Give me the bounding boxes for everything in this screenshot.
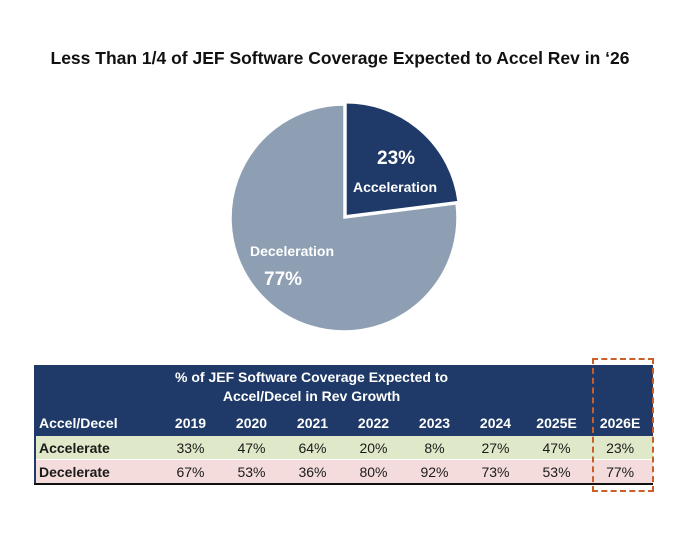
table-cell: 36% [282,459,343,485]
table-cell: 33% [160,436,221,460]
pie-slice-deceleration [230,104,458,332]
table-cell: 67% [160,459,221,485]
column-header: 2019 [160,409,221,436]
table-cell: 73% [465,459,526,485]
column-header: 2026E [587,409,654,436]
acceleration-label: Acceleration [353,179,438,195]
acceleration-percent-label: 23% [377,148,416,169]
column-header: 2025E [526,409,588,436]
table-title-row: % of JEF Software Coverage Expected to A… [35,365,654,410]
table-row-decelerate: Decelerate 67% 53% 36% 80% 92% 73% 53% 7… [35,459,654,485]
table-cell: 47% [526,436,588,460]
table-title: % of JEF Software Coverage Expected to A… [35,365,588,410]
column-header: 2020 [221,409,282,436]
row-label: Decelerate [35,459,160,485]
row-header-label: Accel/Decel [35,409,160,436]
table-cell: 53% [221,459,282,485]
table-cell: 23% [587,436,654,460]
column-header: 2024 [465,409,526,436]
table-title-spacer [587,365,654,410]
column-header: 2021 [282,409,343,436]
table-cell: 53% [526,459,588,485]
table-header-row: Accel/Decel 2019 2020 2021 2022 2023 202… [35,409,654,436]
table-cell: 64% [282,436,343,460]
table-cell: 92% [404,459,465,485]
table-cell: 8% [404,436,465,460]
table-cell: 77% [587,459,654,485]
pie-slice-acceleration [345,101,459,217]
table-cell: 80% [343,459,404,485]
table-cell: 47% [221,436,282,460]
table-row-accelerate: Accelerate 33% 47% 64% 20% 8% 27% 47% 23… [35,436,654,460]
column-header: 2023 [404,409,465,436]
chart-title: Less Than 1/4 of JEF Software Coverage E… [50,48,630,68]
table-cell: 27% [465,436,526,460]
deceleration-label: Deceleration [250,243,335,259]
table-title-line-2: Accel/Decel in Rev Growth [222,388,401,404]
column-header: 2022 [343,409,404,436]
row-label: Accelerate [35,436,160,460]
deceleration-percent-label: 77% [264,269,303,290]
coverage-table: % of JEF Software Coverage Expected to A… [34,365,654,485]
table-cell: 20% [343,436,404,460]
table-title-line-1: % of JEF Software Coverage Expected to [175,369,449,385]
